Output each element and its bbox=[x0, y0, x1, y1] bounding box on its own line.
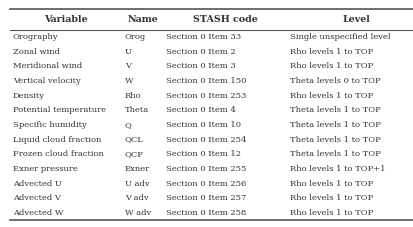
Text: Orog: Orog bbox=[124, 33, 145, 41]
Text: Exner pressure: Exner pressure bbox=[13, 165, 77, 173]
Text: Rho levels 1 to TOP: Rho levels 1 to TOP bbox=[290, 91, 373, 100]
Text: Section 0 Item 10: Section 0 Item 10 bbox=[166, 121, 240, 129]
Text: Theta levels 1 to TOP: Theta levels 1 to TOP bbox=[290, 136, 380, 143]
Text: Density: Density bbox=[13, 91, 45, 100]
Text: Specific humidity: Specific humidity bbox=[13, 121, 86, 129]
Text: Section 0 Item 258: Section 0 Item 258 bbox=[166, 209, 246, 217]
Text: Section 0 Item 254: Section 0 Item 254 bbox=[166, 136, 246, 143]
Text: Rho levels 1 to TOP: Rho levels 1 to TOP bbox=[290, 62, 373, 70]
Text: Advected W: Advected W bbox=[13, 209, 63, 217]
Text: QCF: QCF bbox=[124, 150, 143, 158]
Text: Variable: Variable bbox=[44, 15, 88, 24]
Text: Section 0 Item 255: Section 0 Item 255 bbox=[166, 165, 246, 173]
Text: Single unspecified level: Single unspecified level bbox=[290, 33, 390, 41]
Text: Theta: Theta bbox=[124, 106, 148, 114]
Text: Meridional wind: Meridional wind bbox=[13, 62, 82, 70]
Text: Rho levels 1 to TOP: Rho levels 1 to TOP bbox=[290, 48, 373, 56]
Text: Section 0 Item 150: Section 0 Item 150 bbox=[166, 77, 246, 85]
Text: Frozen cloud fraction: Frozen cloud fraction bbox=[13, 150, 104, 158]
Text: Section 0 Item 257: Section 0 Item 257 bbox=[166, 194, 246, 202]
Text: STASH code: STASH code bbox=[193, 15, 257, 24]
Text: Rho levels 1 to TOP: Rho levels 1 to TOP bbox=[290, 194, 373, 202]
Text: W: W bbox=[124, 77, 133, 85]
Text: Orography: Orography bbox=[13, 33, 58, 41]
Text: Section 0 Item 253: Section 0 Item 253 bbox=[166, 91, 246, 100]
Text: U adv: U adv bbox=[124, 180, 149, 188]
Text: Advected V: Advected V bbox=[13, 194, 61, 202]
Text: Section 0 Item 4: Section 0 Item 4 bbox=[166, 106, 235, 114]
Text: V: V bbox=[124, 62, 130, 70]
Text: Section 0 Item 12: Section 0 Item 12 bbox=[166, 150, 240, 158]
Text: Zonal wind: Zonal wind bbox=[13, 48, 60, 56]
Text: Advected U: Advected U bbox=[13, 180, 62, 188]
Text: Theta levels 0 to TOP: Theta levels 0 to TOP bbox=[290, 77, 380, 85]
Text: V adv: V adv bbox=[124, 194, 148, 202]
Text: Rho levels 1 to TOP: Rho levels 1 to TOP bbox=[290, 180, 373, 188]
Text: Exner: Exner bbox=[124, 165, 150, 173]
Text: Theta levels 1 to TOP: Theta levels 1 to TOP bbox=[290, 150, 380, 158]
Text: Level: Level bbox=[341, 15, 369, 24]
Text: W adv: W adv bbox=[124, 209, 150, 217]
Text: Potential temperature: Potential temperature bbox=[13, 106, 106, 114]
Text: Rho: Rho bbox=[124, 91, 141, 100]
Text: Q: Q bbox=[124, 121, 131, 129]
Text: QCL: QCL bbox=[124, 136, 143, 143]
Text: Section 0 Item 256: Section 0 Item 256 bbox=[166, 180, 246, 188]
Text: Name: Name bbox=[127, 15, 158, 24]
Text: U: U bbox=[124, 48, 131, 56]
Text: Section 0 Item 33: Section 0 Item 33 bbox=[166, 33, 240, 41]
Text: Vertical velocity: Vertical velocity bbox=[13, 77, 81, 85]
Text: Rho levels 1 to TOP: Rho levels 1 to TOP bbox=[290, 209, 373, 217]
Text: Theta levels 1 to TOP: Theta levels 1 to TOP bbox=[290, 106, 380, 114]
Text: Rho levels 1 to TOP+1: Rho levels 1 to TOP+1 bbox=[290, 165, 385, 173]
Text: Theta levels 1 to TOP: Theta levels 1 to TOP bbox=[290, 121, 380, 129]
Text: Section 0 Item 2: Section 0 Item 2 bbox=[166, 48, 235, 56]
Text: Section 0 Item 3: Section 0 Item 3 bbox=[166, 62, 235, 70]
Text: Liquid cloud fraction: Liquid cloud fraction bbox=[13, 136, 101, 143]
